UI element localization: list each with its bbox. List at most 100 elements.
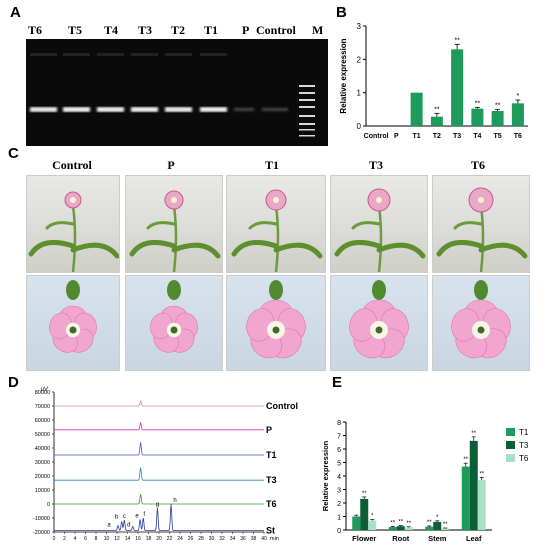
y-axis-label: Relative expression (339, 38, 348, 113)
plant-photo (125, 175, 223, 273)
x-tick-label: Control (364, 133, 389, 140)
lane-label: T4 (104, 23, 119, 37)
x-tick-label: 26 (188, 536, 194, 542)
significance-label: ** (495, 102, 501, 109)
y-tick-label: 5 (337, 461, 341, 468)
y-tick-label: 40000 (35, 446, 50, 452)
significance-label: ** (475, 100, 481, 107)
bar (433, 521, 442, 530)
bar (469, 440, 478, 530)
flower-closeup-photo (125, 275, 223, 371)
significance-label: ** (427, 520, 432, 526)
x-tick-label: 0 (53, 536, 56, 542)
bar (471, 108, 484, 126)
x-tick-label: 30 (209, 536, 215, 542)
flower-illustration (451, 280, 511, 359)
x-tick-label: Flower (352, 534, 376, 543)
x-tick-label: T3 (453, 133, 461, 140)
x-tick-label: T4 (473, 133, 481, 140)
trace-label: P (266, 425, 272, 435)
x-tick-label: 38 (251, 536, 257, 542)
significance-label: * (371, 513, 374, 519)
x-tick-label: 18 (146, 536, 152, 542)
bar (396, 526, 405, 530)
plant-photo (26, 175, 120, 273)
flower-illustration (150, 280, 198, 353)
bar (491, 111, 504, 126)
x-tick-label: 16 (135, 536, 141, 542)
x-tick-label: 2 (63, 536, 66, 542)
peak-label: h (173, 498, 176, 504)
significance-label: ** (479, 471, 484, 477)
y-tick-label: 50000 (35, 432, 50, 438)
x-tick-label: 24 (177, 536, 183, 542)
bar (404, 527, 413, 530)
bar (352, 516, 361, 530)
x-tick-label: 12 (114, 536, 120, 542)
bar (368, 520, 377, 530)
gel-image (26, 39, 328, 146)
peak-label: g (156, 502, 159, 508)
x-tick-label: 10 (104, 536, 110, 542)
x-tick-label: 20 (156, 536, 162, 542)
x-tick-label: T5 (494, 133, 502, 140)
trace-line (54, 421, 264, 431)
y-tick-label: 60000 (35, 418, 50, 424)
y-tick-label: 8 (337, 420, 341, 427)
bar (441, 528, 450, 530)
x-tick-label: 36 (240, 536, 246, 542)
significance-label: ** (362, 491, 367, 497)
significance-label: ** (398, 520, 403, 526)
panel-label-d: D (8, 374, 19, 391)
plant-illustration (436, 187, 528, 272)
lane-label: T2 (171, 23, 186, 37)
photo-column-label: T1 (264, 158, 279, 172)
y-tick-label: 70000 (35, 404, 50, 410)
lane-label: T1 (204, 23, 219, 37)
legend-label: T6 (519, 454, 529, 463)
y-tick-label: 2 (357, 55, 362, 64)
flower-closeup-photo (26, 275, 120, 371)
flower-closeup-photo (226, 275, 326, 371)
chart-d: uV80000700006000050000400003000020000100… (33, 387, 298, 542)
y-axis-label: Relative expression (321, 440, 330, 511)
significance-label: ** (463, 457, 468, 463)
bar (410, 92, 423, 126)
x-tick-label: 22 (167, 536, 173, 542)
significance-label: ** (471, 431, 476, 437)
legend-swatch (506, 428, 515, 436)
x-tick-label: T1 (413, 133, 421, 140)
y-tick-label: 0 (337, 528, 341, 535)
trace-label: T3 (266, 475, 277, 485)
y-tick-label: 4 (337, 474, 341, 481)
significance-label: ** (390, 520, 395, 526)
bar (477, 480, 486, 530)
x-tick-label: 32 (219, 536, 225, 542)
trace-label: Control (266, 401, 298, 411)
trace-line (54, 400, 264, 407)
x-tick-label: 34 (230, 536, 236, 542)
y-tick-label: 7 (337, 434, 341, 441)
significance-label: ** (443, 522, 448, 528)
panel-label-b: B (336, 4, 347, 21)
y-tick-label: 30000 (35, 460, 50, 466)
plant-illustration (231, 189, 323, 272)
plant-photo (226, 175, 326, 273)
y-tick-label: 3 (357, 22, 362, 31)
flower-closeup-photo (330, 275, 428, 371)
legend-swatch (506, 454, 515, 462)
y-tick-label: 0 (47, 502, 50, 508)
significance-label: ** (454, 37, 460, 44)
legend-label: T3 (519, 441, 529, 450)
photo-column-label: Control (52, 158, 92, 172)
plant-photo (330, 175, 428, 273)
bar (388, 527, 397, 530)
bar (425, 526, 434, 530)
bar (461, 466, 470, 530)
lane-label: P (242, 23, 250, 37)
x-tick-label: Stem (428, 534, 447, 543)
panel-label-a: A (10, 4, 21, 21)
y-tick-label: 1 (337, 515, 341, 522)
flower-illustration (349, 280, 409, 359)
